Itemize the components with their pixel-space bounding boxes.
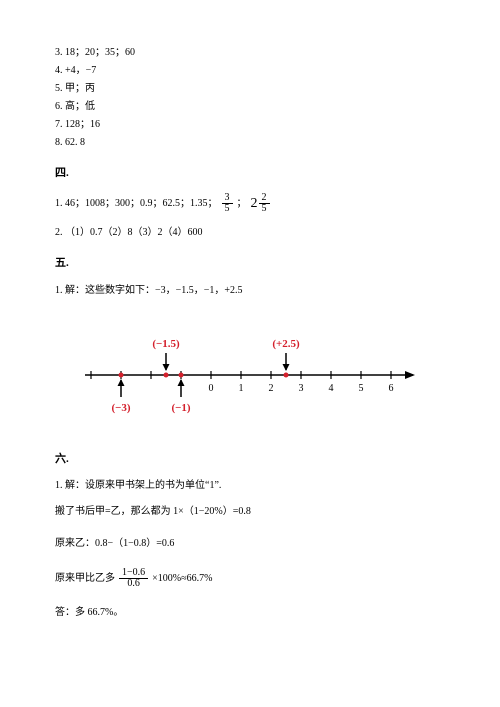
svg-text:(−3): (−3) bbox=[111, 402, 130, 414]
list-item-3: 3. 18；20；35；60 bbox=[55, 45, 445, 61]
mixed-fraction: 2 2 5 bbox=[251, 193, 270, 215]
p4-suffix: ×100%≈66.7% bbox=[152, 571, 212, 587]
list-item-6: 6. 高；低 bbox=[55, 99, 445, 115]
section-5-heading: 五. bbox=[55, 255, 445, 273]
section-5-q1: 1. 解：这些数字如下：−3，−1.5，−1，+2.5 bbox=[55, 283, 445, 299]
p4-prefix: 原来甲比乙多 bbox=[55, 571, 115, 587]
frac-den: 5 bbox=[222, 204, 233, 214]
section-6-p3: 原来乙：0.8−（1−0.8）=0.6 bbox=[55, 536, 445, 552]
list-item-8: 8. 62. 8 bbox=[55, 135, 445, 151]
q1-prefix: 1. 46；1008；300；0.9；62.5；1.35； bbox=[55, 196, 218, 212]
section-6-p5: 答：多 66.7%。 bbox=[55, 605, 445, 621]
section-6-p2: 搬了书后甲=乙，那么都为 1×（1−20%）=0.8 bbox=[55, 504, 445, 520]
formula-den: 0.6 bbox=[124, 579, 143, 589]
svg-text:4: 4 bbox=[329, 383, 334, 394]
section-4-q2: 2. （1）0.7（2）8（3）2（4）600 bbox=[55, 225, 445, 241]
list-item-7: 7. 128；16 bbox=[55, 117, 445, 133]
svg-text:6: 6 bbox=[389, 383, 394, 394]
mixed-frac: 2 5 bbox=[259, 193, 270, 214]
section-6-heading: 六. bbox=[55, 451, 445, 469]
number-line-diagram: 0 1 2 3 4 5 6 (−3) (−1.5) (−1) (+2.5) bbox=[75, 317, 445, 433]
svg-text:2: 2 bbox=[269, 383, 274, 394]
mixed-den: 5 bbox=[259, 204, 270, 214]
separator: ； bbox=[237, 196, 247, 212]
svg-text:5: 5 bbox=[359, 383, 364, 394]
svg-text:1: 1 bbox=[239, 383, 244, 394]
svg-text:(−1.5): (−1.5) bbox=[152, 338, 180, 350]
section-4-q1: 1. 46；1008；300；0.9；62.5；1.35； 3 5 ； 2 2 … bbox=[55, 193, 445, 215]
svg-text:0: 0 bbox=[209, 383, 214, 394]
svg-text:(+2.5): (+2.5) bbox=[272, 338, 300, 350]
mixed-whole: 2 bbox=[251, 193, 258, 215]
svg-text:(−1): (−1) bbox=[171, 402, 190, 414]
section-6-p1: 1. 解：设原来甲书架上的书为单位“1”. bbox=[55, 478, 445, 494]
list-item-5: 5. 甲；丙 bbox=[55, 81, 445, 97]
svg-text:3: 3 bbox=[299, 383, 304, 394]
section-4-heading: 四. bbox=[55, 165, 445, 183]
section-6-p4: 原来甲比乙多 1−0.6 0.6 ×100%≈66.7% bbox=[55, 568, 445, 589]
fraction-3-5: 3 5 bbox=[222, 193, 233, 214]
list-item-4: 4. +4，−7 bbox=[55, 63, 445, 79]
fraction-formula: 1−0.6 0.6 bbox=[119, 568, 148, 589]
